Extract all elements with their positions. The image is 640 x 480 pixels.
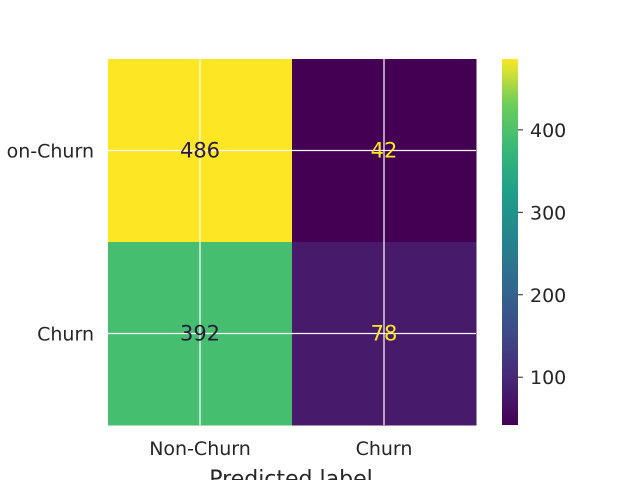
colorbar-tick-labels: 100 200 300 400 xyxy=(518,120,566,389)
cell-value-label: 42 xyxy=(371,139,398,163)
cell-value-label: 78 xyxy=(371,322,398,346)
colorbar xyxy=(502,59,518,425)
colorbar-gradient xyxy=(502,59,518,425)
x-tick-label: Non-Churn xyxy=(149,438,251,460)
y-tick-label: on-Churn xyxy=(7,141,94,163)
colorbar-tick-label: 200 xyxy=(530,285,566,307)
grid-lines xyxy=(108,59,476,425)
y-tick-labels: on-Churn Churn xyxy=(7,141,94,346)
cell-value-labels: 486 42 392 78 xyxy=(180,139,397,346)
x-tick-label: Churn xyxy=(356,438,413,460)
colorbar-tick-label: 100 xyxy=(530,367,566,389)
cell-value-label: 486 xyxy=(180,139,220,163)
heatmap-cells xyxy=(108,59,477,426)
colorbar-tick-label: 400 xyxy=(530,120,566,142)
colorbar-tick-label: 300 xyxy=(530,202,566,224)
y-tick-label: Churn xyxy=(37,324,94,346)
cell-value-label: 392 xyxy=(180,322,220,346)
x-tick-labels: Non-Churn Churn xyxy=(149,438,412,460)
x-axis-label: Predicted label xyxy=(209,467,372,480)
